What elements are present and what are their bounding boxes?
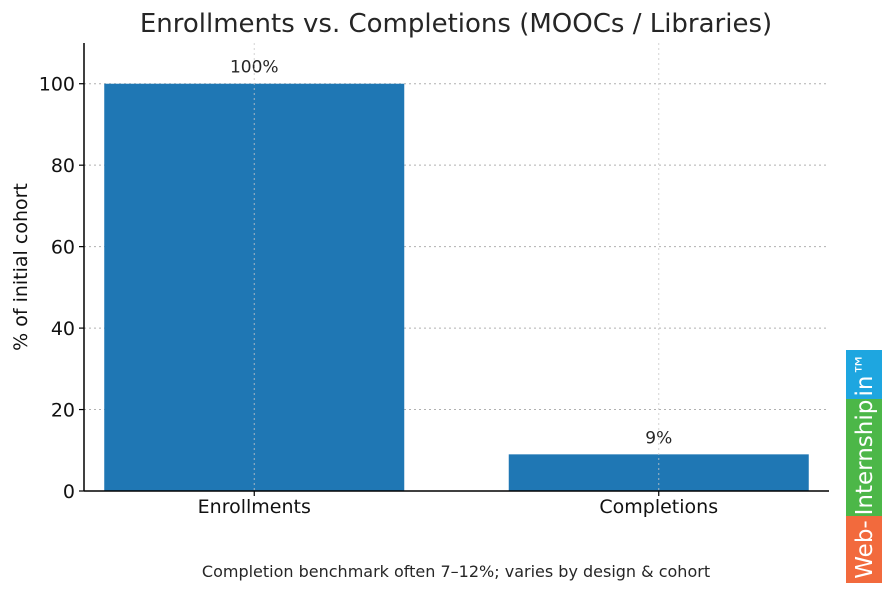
y-tick-label: 40 <box>51 318 75 340</box>
axis-layer: 0 20 40 60 80 100 Enrollments Completions <box>39 43 829 518</box>
bar-layer: 100%9% <box>104 58 809 492</box>
y-axis-label: % of initial cohort <box>10 183 32 351</box>
watermark-text: Web- <box>852 520 878 578</box>
watermark-segment <box>846 516 882 583</box>
watermark-text: Internship <box>852 400 878 516</box>
y-tick-label: 20 <box>51 400 75 422</box>
bar-value-label: 100% <box>230 58 279 78</box>
x-tick-label: Enrollments <box>198 496 311 518</box>
y-tick-label: 0 <box>63 481 75 503</box>
watermark-logo: Web- Internship in™ <box>846 350 882 583</box>
x-tick-label: Completions <box>599 496 718 518</box>
y-tick-label: 60 <box>51 237 75 259</box>
watermark-segment <box>846 350 882 399</box>
watermark-segment <box>846 399 882 516</box>
watermark-text: in™ <box>852 353 878 397</box>
grid-layer <box>84 83 829 411</box>
footnote-text: Completion benchmark often 7–12%; varies… <box>202 562 710 581</box>
y-tick-label: 80 <box>51 155 75 177</box>
chart-title: Enrollments vs. Completions (MOOCs / Lib… <box>140 9 772 39</box>
y-tick-label: 100 <box>39 74 75 96</box>
